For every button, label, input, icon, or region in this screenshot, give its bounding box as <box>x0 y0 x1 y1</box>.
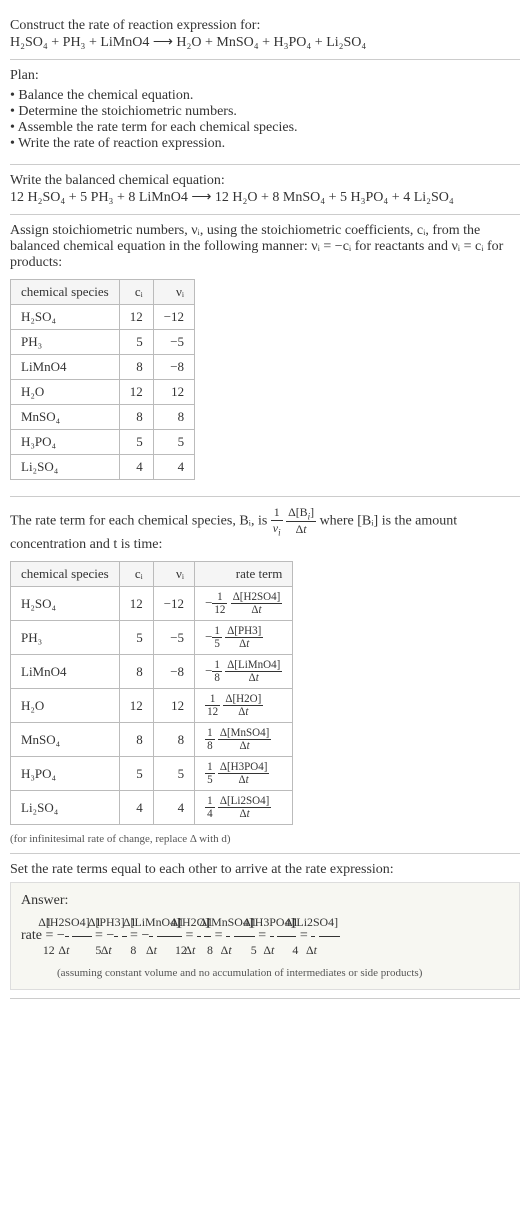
ci-cell: 5 <box>119 430 153 455</box>
rate-term-text-pre: The rate term for each chemical species,… <box>10 513 271 528</box>
answer-label: Answer: <box>21 893 509 909</box>
table-row: H₂O1212112 Δ[H2O]Δt <box>11 689 293 723</box>
species-cell: H₂SO₄ <box>11 305 120 330</box>
vi-cell: −8 <box>153 655 194 689</box>
ci-cell: 5 <box>119 621 153 655</box>
plan-item: Balance the chemical equation. <box>10 88 520 104</box>
stoich-section: Assign stoichiometric numbers, νᵢ, using… <box>10 215 520 497</box>
vi-cell: −8 <box>153 355 194 380</box>
species-cell: LiMnO4 <box>11 355 120 380</box>
species-cell: MnSO₄ <box>11 405 120 430</box>
vi-cell: −5 <box>153 621 194 655</box>
plan-item: Determine the stoichiometric numbers. <box>10 104 520 120</box>
table-row: PH₃5−5−15 Δ[PH3]Δt <box>11 621 293 655</box>
table-header: chemical species <box>11 280 120 305</box>
plan-item: Write the rate of reaction expression. <box>10 136 520 152</box>
intro-equation: H₂SO₄ + PH₃ + LiMnO4 ⟶ H₂O + MnSO₄ + H₃P… <box>10 34 520 51</box>
species-cell: PH₃ <box>11 330 120 355</box>
plan-title: Plan: <box>10 68 520 84</box>
table-row: LiMnO48−8 <box>11 355 195 380</box>
vi-cell: 8 <box>153 405 194 430</box>
vi-cell: −12 <box>153 587 194 621</box>
vi-cell: 12 <box>153 380 194 405</box>
ci-cell: 4 <box>119 455 153 480</box>
ci-cell: 8 <box>119 655 153 689</box>
vi-cell: 8 <box>153 723 194 757</box>
species-cell: H₃PO₄ <box>11 430 120 455</box>
table-row: H₃PO₄5515 Δ[H3PO4]Δt <box>11 757 293 791</box>
table-header: rate term <box>195 562 293 587</box>
answer-note: (assuming constant volume and no accumul… <box>21 967 509 979</box>
species-cell: Li₂SO₄ <box>11 791 120 825</box>
rate-term-cell: 14 Δ[Li2SO4]Δt <box>195 791 293 825</box>
species-cell: PH₃ <box>11 621 120 655</box>
table-row: PH₃5−5 <box>11 330 195 355</box>
ci-cell: 12 <box>119 380 153 405</box>
vi-cell: −12 <box>153 305 194 330</box>
vi-cell: 4 <box>153 455 194 480</box>
infinitesimal-note: (for infinitesimal rate of change, repla… <box>10 833 520 845</box>
ci-cell: 12 <box>119 587 153 621</box>
plan-item: Assemble the rate term for each chemical… <box>10 120 520 136</box>
intro-section: Construct the rate of reaction expressio… <box>10 10 520 60</box>
ci-cell: 12 <box>119 689 153 723</box>
table-header: cᵢ <box>119 562 153 587</box>
vi-cell: 12 <box>153 689 194 723</box>
ci-cell: 8 <box>119 355 153 380</box>
rate-term-section: The rate term for each chemical species,… <box>10 497 520 854</box>
rate-term-cell: 112 Δ[H2O]Δt <box>195 689 293 723</box>
stoich-table: chemical species cᵢ νᵢ H₂SO₄12−12PH₃5−5L… <box>10 279 195 480</box>
species-cell: H₃PO₄ <box>11 757 120 791</box>
balanced-section: Write the balanced chemical equation: 12… <box>10 165 520 215</box>
final-title: Set the rate terms equal to each other t… <box>10 862 520 878</box>
species-cell: LiMnO4 <box>11 655 120 689</box>
table-row: MnSO₄88 <box>11 405 195 430</box>
vi-cell: 5 <box>153 757 194 791</box>
vi-cell: 5 <box>153 430 194 455</box>
ci-cell: 12 <box>119 305 153 330</box>
ci-cell: 5 <box>119 330 153 355</box>
answer-expression: rate = −112 Δ[H2SO4]Δt = −15 Δ[PH3]Δt = … <box>21 909 509 962</box>
answer-box: Answer: rate = −112 Δ[H2SO4]Δt = −15 Δ[P… <box>10 882 520 989</box>
table-row: H₂O1212 <box>11 380 195 405</box>
table-row: H₂SO₄12−12 <box>11 305 195 330</box>
balanced-equation: 12 H₂SO₄ + 5 PH₃ + 8 LiMnO4 ⟶ 12 H₂O + 8… <box>10 189 520 206</box>
rate-term-cell: 15 Δ[H3PO4]Δt <box>195 757 293 791</box>
table-row: LiMnO48−8−18 Δ[LiMnO4]Δt <box>11 655 293 689</box>
ci-cell: 4 <box>119 791 153 825</box>
rate-term-cell: 18 Δ[MnSO4]Δt <box>195 723 293 757</box>
rate-term-formula: 1νi Δ[Bi]Δt <box>271 513 320 528</box>
rate-term-cell: −112 Δ[H2SO4]Δt <box>195 587 293 621</box>
table-row: H₃PO₄55 <box>11 430 195 455</box>
table-header: νᵢ <box>153 280 194 305</box>
table-row: Li₂SO₄4414 Δ[Li2SO4]Δt <box>11 791 293 825</box>
rate-term-cell: −18 Δ[LiMnO4]Δt <box>195 655 293 689</box>
rate-term-cell: −15 Δ[PH3]Δt <box>195 621 293 655</box>
ci-cell: 8 <box>119 723 153 757</box>
rate-table: chemical species cᵢ νᵢ rate term H₂SO₄12… <box>10 561 293 825</box>
stoich-text: Assign stoichiometric numbers, νᵢ, using… <box>10 223 520 271</box>
table-header: chemical species <box>11 562 120 587</box>
species-cell: Li₂SO₄ <box>11 455 120 480</box>
ci-cell: 5 <box>119 757 153 791</box>
species-cell: MnSO₄ <box>11 723 120 757</box>
plan-list: Balance the chemical equation. Determine… <box>10 88 520 152</box>
vi-cell: 4 <box>153 791 194 825</box>
balanced-title: Write the balanced chemical equation: <box>10 173 520 189</box>
species-cell: H₂O <box>11 689 120 723</box>
vi-cell: −5 <box>153 330 194 355</box>
final-section: Set the rate terms equal to each other t… <box>10 854 520 998</box>
table-row: H₂SO₄12−12−112 Δ[H2SO4]Δt <box>11 587 293 621</box>
table-header: cᵢ <box>119 280 153 305</box>
ci-cell: 8 <box>119 405 153 430</box>
species-cell: H₂SO₄ <box>11 587 120 621</box>
plan-section: Plan: Balance the chemical equation. Det… <box>10 60 520 165</box>
intro-prompt: Construct the rate of reaction expressio… <box>10 18 520 34</box>
table-row: Li₂SO₄44 <box>11 455 195 480</box>
table-header: νᵢ <box>153 562 194 587</box>
species-cell: H₂O <box>11 380 120 405</box>
table-row: MnSO₄8818 Δ[MnSO4]Δt <box>11 723 293 757</box>
